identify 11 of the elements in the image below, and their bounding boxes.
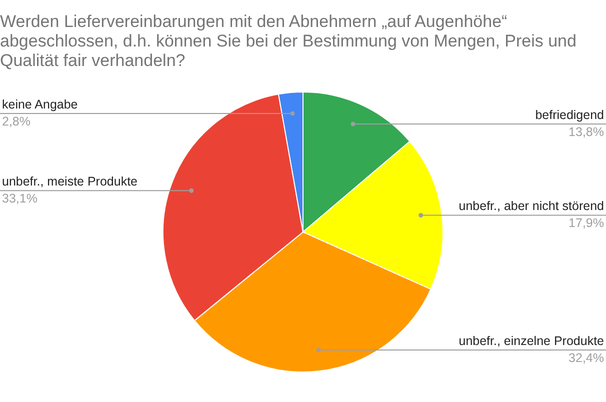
data-label: 13,8% xyxy=(568,125,604,140)
data-label: 17,9% xyxy=(568,216,604,230)
data-label: 2,8% xyxy=(2,114,30,128)
chart-title: Werden Liefervereinbarungen mit den Abnehmern „auf Augenhöhe“ abgeschlossen, d.h. können Sie bei der Bestimmung von Mengen, Preis und Qualität fair verhandeln? xyxy=(0,12,576,70)
data-label: 32,4% xyxy=(568,350,604,365)
slice-label: keine Angabe xyxy=(2,97,78,112)
slice-label: unbefr., einzelne Produkte xyxy=(458,334,604,348)
slice-label: unbefr., aber nicht störend xyxy=(458,199,604,214)
data-label: 33,1% xyxy=(2,192,38,206)
slice-label: unbefr., meiste Produkte xyxy=(2,174,138,189)
slice-label: befriedigend xyxy=(535,108,604,122)
